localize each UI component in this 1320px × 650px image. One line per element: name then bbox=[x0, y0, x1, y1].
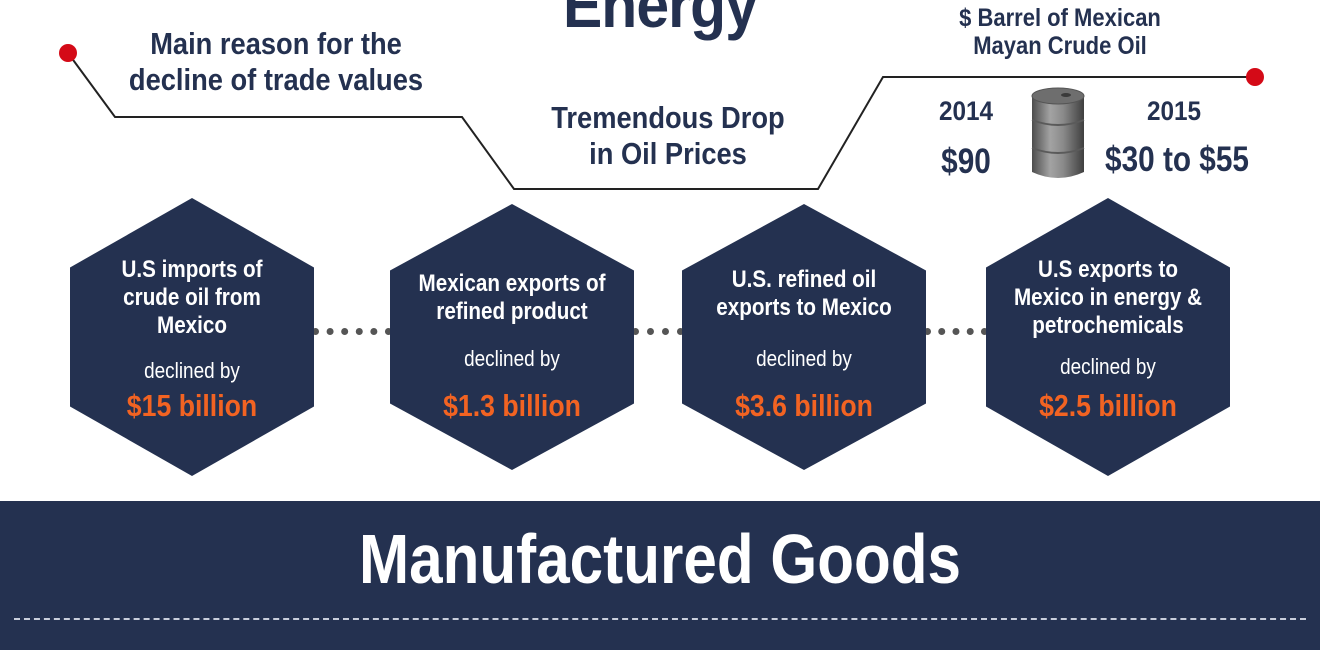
price-2014: $90 bbox=[941, 142, 991, 181]
section-title-manufactured-goods: Manufactured Goods bbox=[358, 520, 962, 598]
left-dot-marker bbox=[59, 44, 77, 62]
oil-barrel-icon bbox=[1031, 87, 1085, 178]
hexagon-title: U.S. refined oil exports to Mexico bbox=[716, 266, 892, 321]
hexagon-declined-label: declined by bbox=[464, 346, 560, 371]
hexagon-value: $3.6 billion bbox=[735, 388, 873, 423]
section-title-energy: Energy bbox=[562, 0, 758, 41]
oil-drop-label: Tremendous Drop in Oil Prices bbox=[551, 100, 785, 171]
hexagon-declined-label: declined by bbox=[144, 358, 240, 383]
main-reason-label: Main reason for the decline of trade val… bbox=[128, 26, 424, 97]
hexagon-card: U.S. refined oil exports to Mexico decli… bbox=[682, 204, 926, 470]
hex-connector bbox=[924, 328, 988, 335]
hex-connector bbox=[632, 328, 684, 335]
hexagon-title: U.S imports of crude oil from Mexico bbox=[121, 256, 263, 339]
hexagon-card: Mexican exports of refined product decli… bbox=[390, 204, 634, 470]
section-banner: Manufactured Goods bbox=[0, 501, 1320, 650]
hex-connector bbox=[312, 328, 392, 335]
hexagon-shape bbox=[682, 204, 926, 470]
hexagon-value: $2.5 billion bbox=[1039, 388, 1177, 423]
year-2015: 2015 bbox=[1146, 96, 1202, 126]
hexagon-title: U.S exports to Mexico in energy & petroc… bbox=[1013, 256, 1203, 339]
callout-lines bbox=[59, 44, 1264, 190]
right-dot-marker bbox=[1246, 68, 1264, 86]
year-2014: 2014 bbox=[938, 96, 994, 126]
barrel-title: $ Barrel of Mexican Mayan Crude Oil bbox=[959, 4, 1161, 60]
hexagon-value: $1.3 billion bbox=[443, 388, 581, 423]
price-2015: $30 to $55 bbox=[1105, 140, 1249, 179]
dashed-divider bbox=[14, 618, 1306, 620]
hexagon-declined-label: declined by bbox=[1060, 354, 1156, 379]
hexagon-declined-label: declined by bbox=[756, 346, 852, 371]
hexagon-card: U.S imports of crude oil from Mexico dec… bbox=[70, 198, 314, 476]
hexagon-title: Mexican exports of refined product bbox=[418, 270, 606, 325]
callout-line bbox=[67, 52, 1255, 190]
hexagon-value: $15 billion bbox=[126, 388, 258, 423]
hexagon-card: U.S exports to Mexico in energy & petroc… bbox=[986, 198, 1230, 476]
